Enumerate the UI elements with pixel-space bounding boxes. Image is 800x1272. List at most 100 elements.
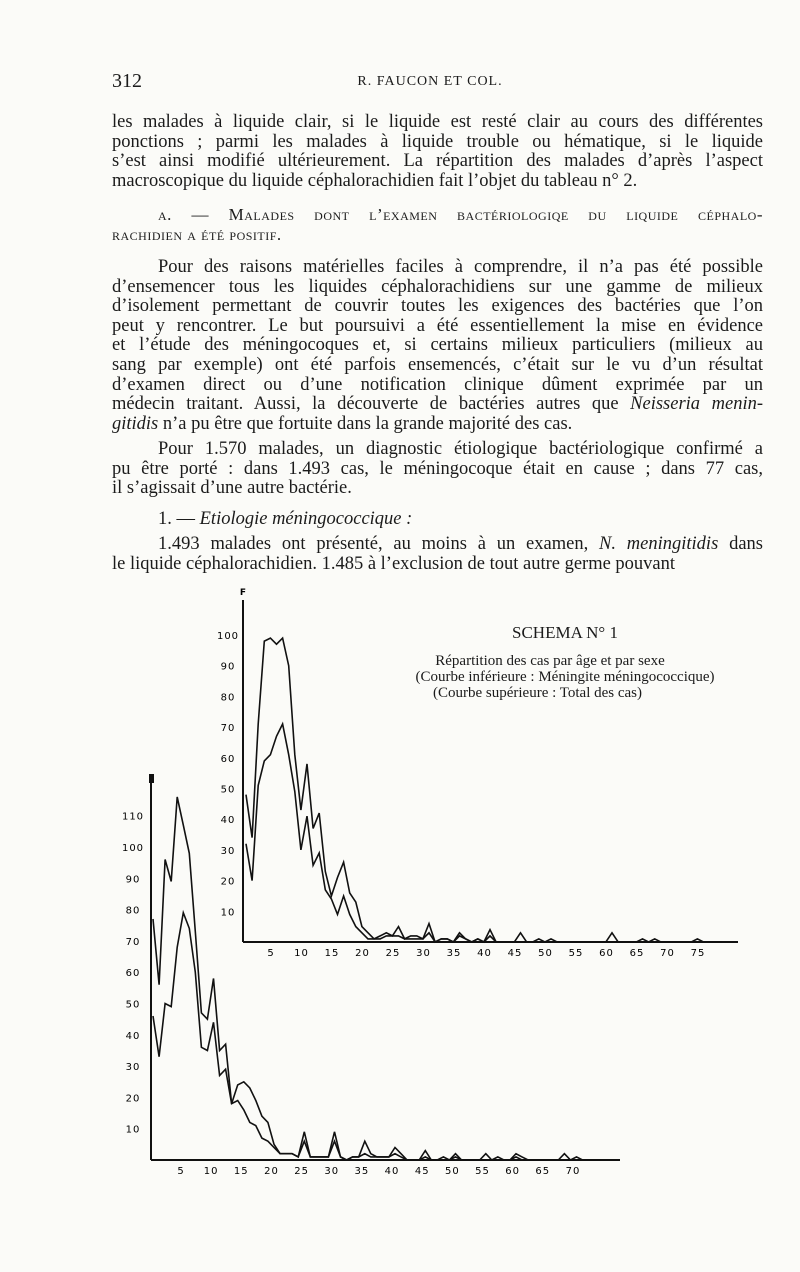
schema-caption-line2: (Courbe inférieure : Méningite méningoco… <box>415 669 715 685</box>
text-segment: 1. — <box>158 509 200 529</box>
x-tick-label: 70 <box>660 948 675 959</box>
text-segment: s’est ainsi modifié ultérieurement. La r… <box>112 151 763 172</box>
text-segment: dans <box>718 534 763 554</box>
schema-caption-line1: Répartition des cas par âge et par sexe <box>435 653 665 669</box>
text-segment: d’examen direct ou d’une notification cl… <box>112 374 763 395</box>
italic-text: Etiologie méningococcique : <box>199 509 413 529</box>
x-tick-label: 10 <box>204 1166 219 1177</box>
text-segment: d’ensemencer tous les liquides céphalora… <box>112 276 763 297</box>
x-tick-label: 15 <box>234 1166 249 1177</box>
text-segment: peut y rencontrer. Le but poursuivi a ét… <box>112 315 763 336</box>
x-tick-label: 55 <box>475 1166 490 1177</box>
y-tick-label: 20 <box>221 877 236 888</box>
text-line: les malades à liquide clair, si le liqui… <box>112 112 763 133</box>
x-tick-label: 45 <box>508 948 523 959</box>
text-segment: a. — Malades dont l’examen bactériologiq… <box>158 205 763 224</box>
y-tick-label: 90 <box>221 662 236 673</box>
x-tick-label: 65 <box>535 1166 550 1177</box>
y-tick-label: 30 <box>221 846 236 857</box>
text-segment: Pour 1.570 malades, un diagnostic étiolo… <box>158 439 763 459</box>
y-tick-label: 50 <box>126 1000 141 1011</box>
x-tick-label: 50 <box>538 948 553 959</box>
text-segment: les malades à liquide clair, si le liqui… <box>112 112 763 132</box>
italic-text: gitidis <box>112 413 159 434</box>
x-tick-label: 15 <box>325 948 340 959</box>
text-segment: Pour des raisons matérielles faciles à c… <box>158 257 763 277</box>
x-tick-label: 25 <box>386 948 401 959</box>
text-line: et l’étude des méningocoques et, si cert… <box>112 336 763 356</box>
x-tick-label: 25 <box>294 1166 309 1177</box>
x-tick-label: 70 <box>566 1166 581 1177</box>
x-tick-label: 5 <box>177 1166 184 1177</box>
paragraph-malades: 1.493 malades ont présenté, au moins à u… <box>112 534 763 575</box>
y-tick-label: 10 <box>221 907 236 918</box>
y-tick-label: 40 <box>126 1031 141 1042</box>
italic-text: N. meningitidis <box>599 534 719 554</box>
subsection-heading-1: 1. — Etiologie méningococcique : <box>112 509 763 530</box>
y-tick-label: 40 <box>221 815 236 826</box>
y-axis-label: F <box>240 588 246 598</box>
page-number: 312 <box>112 70 142 92</box>
text-line: a. — Malades dont l’examen bactériologiq… <box>112 205 763 225</box>
text-line: macroscopique du liquide céphalorachidie… <box>112 170 763 192</box>
text-line: médecin traitant. Aussi, la découverte d… <box>112 394 764 415</box>
text-line: Pour 1.570 malades, un diagnostic étiolo… <box>112 439 763 460</box>
text-segment: pu être porté : dans 1.493 cas, le ménin… <box>112 458 763 479</box>
total-cases-line <box>245 636 722 944</box>
text-line: d’isolement permettant de couvrir toutes… <box>112 296 763 317</box>
x-tick-label: 60 <box>599 948 614 959</box>
text-segment: et l’étude des méningocoques et, si cert… <box>112 335 763 356</box>
meningococcal-line <box>152 909 601 1161</box>
x-tick-label: 35 <box>355 1166 370 1177</box>
italic-text: Neisseria menin- <box>630 394 764 415</box>
meningococcal-line <box>245 721 722 944</box>
x-tick-label: 60 <box>505 1166 520 1177</box>
y-tick-label: 50 <box>221 785 236 796</box>
text-line: sang par exemple) ont été parfois enseme… <box>112 355 763 376</box>
text-segment: il s’agissait d’une autre bactérie. <box>112 478 352 499</box>
schema-title: SCHEMA N° 1 <box>512 623 618 642</box>
running-head: R. FAUCON ET COL. <box>357 74 503 89</box>
section-heading-a: a. — Malades dont l’examen bactériologiq… <box>112 205 763 244</box>
y-tick-label: 80 <box>126 906 141 917</box>
x-tick-label: 30 <box>324 1166 339 1177</box>
y-axis-marker <box>149 774 154 783</box>
paragraph-liquide: les malades à liquide clair, si le liqui… <box>112 112 763 192</box>
paragraph-diagnostic: Pour 1.570 malades, un diagnostic étiolo… <box>112 439 763 499</box>
text-line: s’est ainsi modifié ultérieurement. La r… <box>112 151 763 172</box>
paragraph-raisons: Pour des raisons matérielles faciles à c… <box>112 257 764 434</box>
text-segment: n’a pu être que fortuite dans la grande … <box>158 413 573 434</box>
y-tick-label: 10 <box>126 1125 141 1136</box>
y-tick-label: 70 <box>126 937 141 948</box>
x-tick-label: 20 <box>264 1166 279 1177</box>
y-tick-label: 100 <box>122 843 144 854</box>
text-line: 1.493 malades ont présenté, au moins à u… <box>112 534 763 555</box>
y-tick-label: 110 <box>122 812 144 823</box>
y-tick-label: 90 <box>126 874 141 885</box>
x-tick-label: 40 <box>477 948 492 959</box>
chart-upper: F 10 20 30 40 50 60 70 80 90 100 5 10 15 20 25 30 35 40 45 5… <box>217 588 738 959</box>
x-tick-label: 40 <box>385 1166 400 1177</box>
text-line: Pour des raisons matérielles faciles à c… <box>112 257 763 278</box>
y-tick-label: 60 <box>221 754 236 765</box>
x-tick-label: 20 <box>355 948 370 959</box>
x-tick-label: 75 <box>691 948 706 959</box>
y-tick-label: 20 <box>126 1093 141 1104</box>
x-tick-label: 55 <box>569 948 584 959</box>
text-line: d’ensemencer tous les liquides céphalora… <box>112 276 763 298</box>
text-segment: macroscopique du liquide céphalorachidie… <box>112 170 638 191</box>
x-tick-label: 30 <box>416 948 431 959</box>
text-segment: ponctions ; parmi les malades à liquide … <box>112 131 763 152</box>
text-line: pu être porté : dans 1.493 cas, le ménin… <box>112 458 763 480</box>
x-tick-label: 45 <box>415 1166 430 1177</box>
schema-caption-line3: (Courbe supérieure : Total des cas) <box>432 685 643 701</box>
text-line: le liquide céphalorachidien. 1.485 à l’e… <box>112 553 763 575</box>
text-line: d’examen direct ou d’une notification cl… <box>112 374 763 396</box>
x-tick-label: 10 <box>294 948 309 959</box>
text-segment: d’isolement permettant de couvrir toutes… <box>112 296 763 317</box>
text-segment: rachidien a été positif. <box>112 224 282 244</box>
text-segment: le liquide céphalorachidien. 1.485 à l’e… <box>112 553 676 574</box>
y-tick-label: 70 <box>221 723 236 734</box>
text-line: ponctions ; parmi les malades à liquide … <box>112 131 763 153</box>
